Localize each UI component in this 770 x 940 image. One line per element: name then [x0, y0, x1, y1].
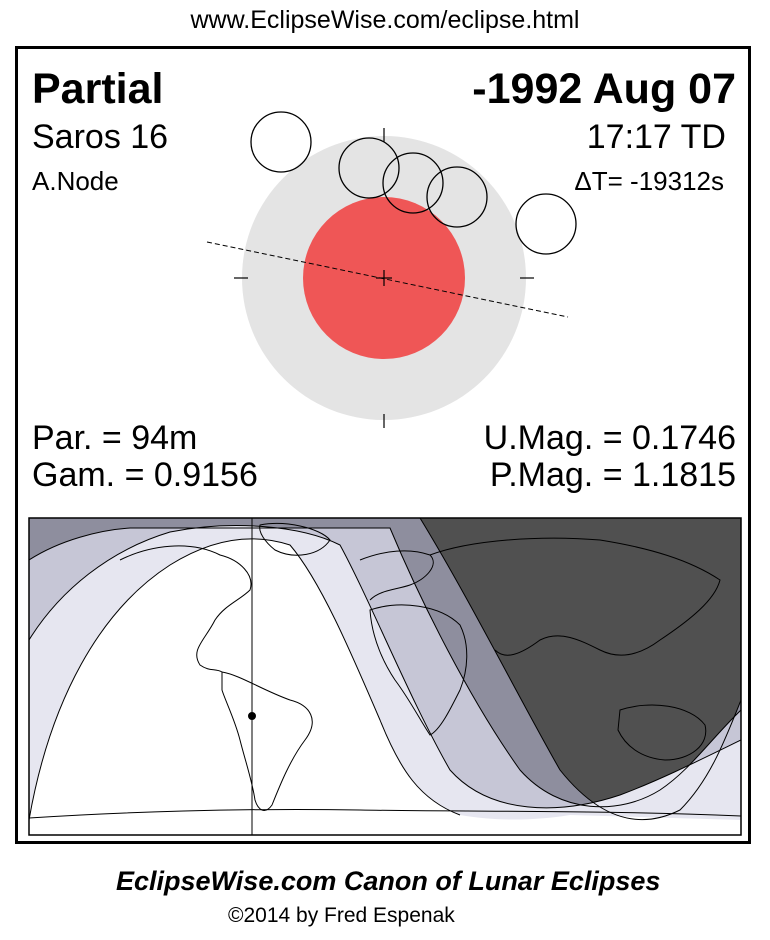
sub-lunar-point — [248, 712, 256, 720]
eclipse-panel — [15, 46, 751, 844]
moon-path-line — [206, 241, 569, 318]
map-border — [28, 517, 742, 836]
eclipse-date: -1992 Aug 07 — [472, 65, 736, 113]
south-america-outline — [221, 671, 313, 811]
moon-position-p1 — [250, 111, 312, 173]
eclipse-type: Partial — [32, 65, 164, 113]
boundary-curve-2 — [29, 525, 741, 809]
eclipse-time: 17:17 TD — [586, 118, 726, 156]
penumbral-magnitude: P.Mag. = 1.1815 — [489, 456, 736, 494]
boundary-curve-1 — [29, 538, 461, 821]
continent-outlines — [29, 522, 741, 819]
partial-duration: Par. = 94m — [32, 419, 198, 457]
saros-number: Saros 16 — [32, 118, 169, 156]
visible-region — [29, 538, 741, 835]
moon-position-max — [382, 152, 444, 214]
gamma-value: Gam. = 0.9156 — [32, 456, 258, 494]
australia-outline — [617, 704, 707, 761]
node-label: A.Node — [32, 166, 119, 196]
asia-outline — [429, 537, 721, 656]
moon-position-u4 — [426, 166, 488, 228]
shadow-axis-ticks — [234, 128, 534, 428]
moon-positions — [250, 111, 577, 255]
boundary-curve-4 — [419, 518, 741, 821]
antarctica-outline — [29, 808, 741, 819]
umbral-magnitude: U.Mag. = 0.1746 — [483, 419, 736, 457]
africa-outline — [369, 604, 468, 736]
north-america-outline — [119, 545, 252, 673]
footer-credit: ©2014 by Fred Espenak — [228, 904, 455, 927]
boundary-curve-3 — [29, 527, 741, 808]
moon-position-p4 — [515, 193, 577, 255]
europe-outline — [359, 550, 434, 601]
moon-position-u1 — [338, 137, 400, 199]
delta-t: ΔT= -19312s — [574, 166, 724, 196]
footer-title: EclipseWise.com Canon of Lunar Eclipses — [116, 866, 661, 896]
greenland-outline — [259, 522, 331, 556]
source-url[interactable]: www.EclipseWise.com/eclipse.html — [190, 6, 580, 34]
